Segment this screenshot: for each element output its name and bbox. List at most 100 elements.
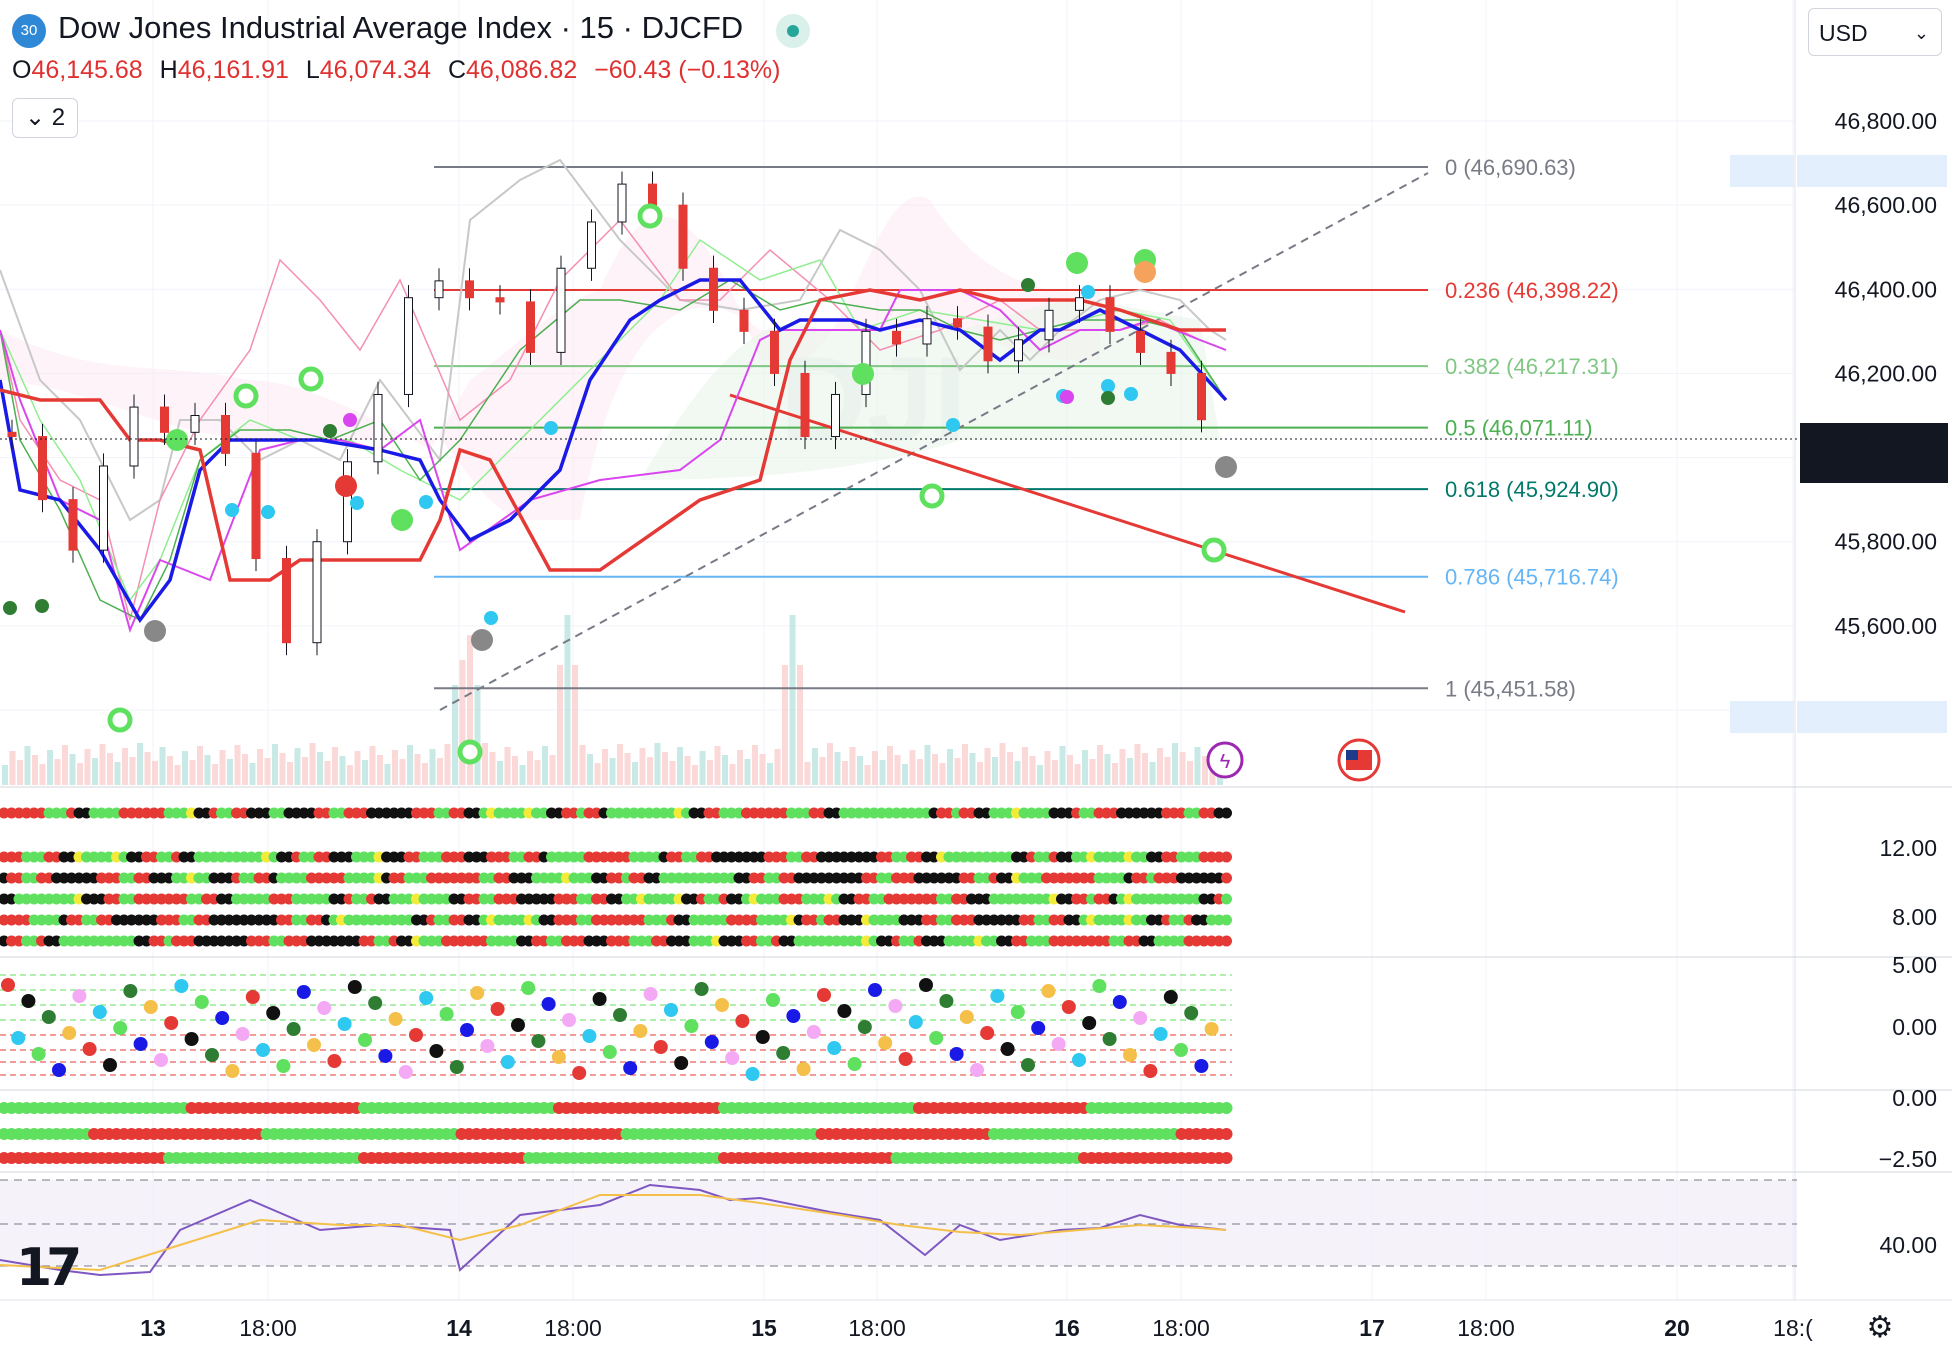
dna-dot [194, 995, 209, 1009]
signal-ring [1201, 537, 1227, 563]
dna-dot [1204, 1022, 1219, 1036]
time-axis-tick: 18:00 [1457, 1315, 1515, 1341]
dna-dot [409, 1028, 423, 1042]
volume-bar [84, 749, 91, 785]
pane-axis-tick: 0.00 [1892, 1014, 1937, 1040]
momentum-dot [1220, 1152, 1233, 1164]
indicators-collapse-button[interactable]: ⌄ 2 [12, 98, 78, 138]
price-axis-tick: 45,600.00 [1835, 613, 1937, 639]
volume-bar [669, 761, 676, 785]
volume-bar [857, 756, 863, 785]
signal-ring [919, 483, 945, 509]
volume-bar [414, 754, 421, 785]
volume-bar [939, 763, 946, 785]
volume-bar [789, 615, 796, 785]
candle-body [678, 204, 688, 269]
cloud-fill [640, 300, 1220, 480]
dna-dot [164, 1016, 179, 1030]
tradingview-logo[interactable]: 17 [16, 1238, 82, 1298]
dna-dot [868, 983, 882, 997]
volume-bar [302, 757, 308, 785]
dna-dot [919, 978, 933, 992]
volume-bar [639, 748, 646, 785]
dna-dot [72, 989, 87, 1003]
volume-bar [864, 765, 871, 785]
dna-dot [347, 980, 362, 994]
volume-bar [39, 764, 46, 785]
dna-dot [368, 996, 383, 1010]
fib-level-label: 0.382 (46,217.31) [1445, 354, 1619, 379]
volume-bar [17, 760, 23, 785]
signal-dot [471, 629, 493, 651]
trend-line [729, 393, 1406, 614]
volume-bar [444, 744, 451, 785]
volume-bar [1127, 758, 1133, 785]
dna-dot [613, 1008, 627, 1022]
volume-bar [1187, 761, 1193, 785]
dna-dot [388, 1012, 403, 1026]
low-value: 46,074.34 [319, 56, 431, 84]
high-value-bg [1797, 155, 1947, 187]
dna-dot [205, 1048, 219, 1062]
dna-dot [358, 1033, 372, 1047]
dna-dot [562, 1013, 576, 1027]
volume-bar [842, 761, 848, 785]
volume-bar [609, 758, 616, 785]
big-point-dot [1221, 914, 1232, 926]
volume-bar [227, 759, 233, 785]
chart-title[interactable]: Dow Jones Industrial Average Index · 15 … [58, 10, 744, 45]
dna-dot [1061, 1000, 1076, 1014]
volume-bar [797, 665, 803, 785]
signal-dot-small [484, 611, 498, 625]
candle-body [1105, 297, 1115, 332]
volume-bar [879, 760, 886, 785]
volume-bar [249, 763, 256, 785]
dna-dot [307, 1038, 321, 1052]
volume-bar [1112, 763, 1118, 785]
volume-bar [32, 755, 38, 785]
volume-bar [834, 752, 841, 785]
volume-bar [512, 756, 518, 785]
currency-select[interactable]: USD ⌄ [1808, 8, 1942, 56]
dna-dot [1143, 1064, 1158, 1078]
volume-bar [1007, 752, 1013, 785]
volume-bar [159, 747, 166, 785]
price-axis-tick: 46,200.00 [1835, 360, 1937, 386]
volume-bar [452, 685, 458, 785]
dna-dot [674, 1056, 689, 1070]
volume-bar [932, 754, 938, 785]
high-label: H [159, 56, 178, 84]
candle-body [800, 372, 810, 438]
volume-bar [422, 763, 428, 785]
volume-bar [1022, 747, 1028, 785]
candle-body [922, 318, 932, 345]
change-value: −60.43 (−0.13%) [594, 56, 781, 84]
signal-ring [457, 739, 483, 765]
volume-bar [264, 758, 271, 785]
volume-bar [69, 754, 76, 785]
volume-bar [1059, 746, 1066, 785]
ma-red-line [0, 288, 1226, 582]
time-axis-tick: 18:( [1773, 1315, 1813, 1341]
dna-dot [286, 1022, 301, 1036]
fib-trend-line [439, 172, 1429, 711]
volume-bar [257, 749, 263, 785]
signal-dot [852, 363, 874, 385]
volume-bar [107, 753, 113, 785]
low-value-bg [1797, 701, 1947, 733]
dna-dot [949, 1047, 964, 1061]
volume-bar [1014, 761, 1021, 785]
dna-dot [31, 1047, 46, 1061]
gear-icon[interactable]: ⚙ [1866, 1311, 1894, 1344]
dna-dot [1123, 1048, 1137, 1062]
volume-bar [647, 757, 653, 785]
volume-bar [1104, 754, 1111, 785]
volume-bar [2, 765, 8, 785]
dna-dot [92, 1005, 107, 1019]
dna-dot [898, 1052, 913, 1066]
volume-bar [474, 685, 481, 785]
volume-bar [827, 743, 833, 785]
volume-bar [962, 744, 968, 785]
close-value: 46,086.82 [466, 56, 578, 84]
